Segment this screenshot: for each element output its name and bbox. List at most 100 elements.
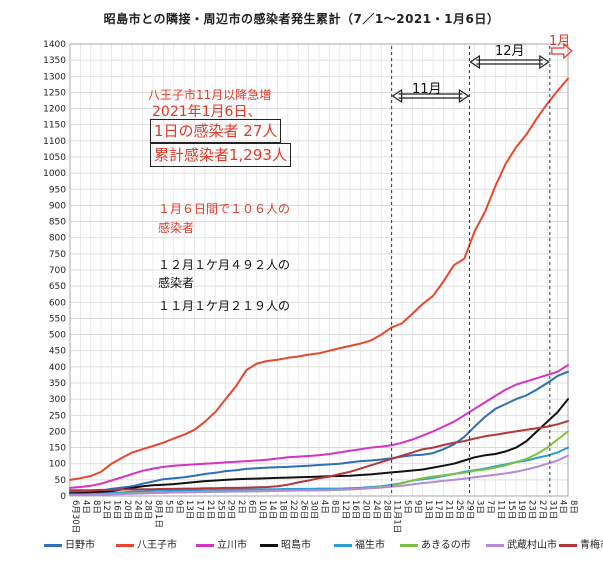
y-tick-label: 1400 [43,40,66,50]
y-tick-label: 250 [49,411,66,421]
y-tick-label: 400 [49,363,66,373]
legend-label: 昭島市 [281,540,311,551]
x-tick-label: 9日 [412,500,422,514]
legend-item: あきるの市 [400,536,471,551]
december-span-arrow [469,54,550,70]
y-tick-label: 600 [49,298,66,308]
x-tick-label: 12日 [340,500,350,519]
x-tick-label: 21日 [444,500,454,519]
month-label-november: 11月 [412,82,442,97]
y-tick-label: 650 [49,282,66,292]
legend-swatch [116,543,134,547]
x-tick-label: 16日 [350,500,360,519]
x-tick-label: 11月1日 [392,500,402,533]
series-line-八王子市 [69,77,569,481]
x-tick-label: 12日 [101,500,111,519]
y-tick-label: 50 [55,476,67,486]
x-tick-label: 6月30日 [70,500,80,533]
x-tick-label: 6日 [246,500,256,514]
x-tick-label: 13日 [184,500,194,519]
y-tick-label: 0 [60,492,66,502]
y-tick-label: 200 [49,427,66,437]
x-tick-label: 2日 [236,500,246,514]
y-tick-label: 1100 [43,137,66,147]
x-tick-label: 5日 [163,500,173,514]
y-tick-label: 550 [49,314,66,324]
legend-label: 立川市 [217,540,247,551]
x-tick-label: 29日 [464,500,474,519]
legend-swatch [559,543,577,547]
month-label-december: 12月 [495,44,525,59]
legend-swatch [196,543,214,547]
x-tick-label: 7日 [485,500,495,514]
y-tick-label: 100 [49,460,66,470]
legend-label: 日野市 [65,540,95,551]
y-tick-label: 1000 [43,169,66,179]
x-tick-label: 9日 [174,500,184,514]
x-tick-label: 26日 [298,500,308,519]
series-lines [69,77,569,496]
x-tick-label: 4日 [80,500,90,514]
gridlines [69,43,569,497]
x-tick-label: 13日 [423,500,433,519]
x-tick-label: 31日 [547,500,557,519]
november-span-arrow [391,88,470,104]
legend-item: 武蔵村山市 [486,536,557,551]
month-markers [391,42,573,496]
x-tick-label: 4日 [319,500,329,514]
y-tick-label: 1050 [43,153,66,163]
x-tick-label: 27日 [537,500,547,519]
axes: 0 50 100 150 200 250 300 350 400 450 500 550 600 650 7… [43,40,578,533]
x-tick-label: 3日 [475,500,485,514]
chart-title: 昭島市との隣接・周辺市の感染者発生累計（7／1〜2021・1月6日） [103,12,500,26]
x-tick-label: 19日 [516,500,526,519]
x-tick-label: 15日 [506,500,516,519]
x-tick-label: 25日 [215,500,225,519]
legend-item: 立川市 [196,536,247,551]
series-line-立川市 [69,364,569,489]
x-tick-label: 17日 [195,500,205,519]
x-tick-label: 8日 [91,500,101,514]
x-tick-label: 8月1日 [153,500,163,528]
legend-item: 福生市 [334,536,385,551]
x-tick-label: 5日 [402,500,412,514]
y-tick-label: 850 [49,218,66,228]
y-tick-label: 500 [49,331,66,341]
legend-label: 八王子市 [137,540,177,551]
x-tick-label: 28日 [381,500,391,519]
x-tick-label: 25日 [454,500,464,519]
legend-swatch [400,543,418,547]
y-tick-label: 750 [49,250,66,260]
annotation-december-count: １２月１ケ月４９２人の [158,258,291,272]
x-tick-label: 8日 [568,500,578,514]
annotation-november-count: １１月１ケ月２１９人の [158,299,291,313]
y-tick-label: 1350 [43,56,66,66]
january-arrow [551,42,573,60]
y-tick-label: 350 [49,379,66,389]
x-tick-label: 8日 [329,500,339,514]
plot-frame [69,43,569,497]
x-tick-label: 11日 [495,500,505,519]
x-tick-label: 22日 [288,500,298,519]
series-line-武蔵村山市 [69,454,569,496]
y-tick-label: 700 [49,266,66,276]
month-label-january: 1月 [549,34,571,49]
y-tick-label: 450 [49,347,66,357]
series-line-昭島市 [69,398,569,495]
series-line-日野市 [69,370,569,494]
legend-item: 青梅市 [559,536,603,551]
x-tick-label: 10日 [257,500,267,519]
x-tick-label: 16日 [112,500,122,519]
x-tick-label: 28日 [143,500,153,519]
x-tick-label: 29日 [226,500,236,519]
x-tick-label: 18日 [278,500,288,519]
y-tick-label: 150 [49,444,66,454]
legend-swatch [260,543,278,547]
annotation-cumulative-cases: 累計感染者1,293人 [150,143,291,167]
x-tick-label: 20日 [122,500,132,519]
x-tick-label: 23日 [527,500,537,519]
annotation-hachioji-surge: 八王子市11月以降急増 [148,88,272,102]
legend-item: 昭島市 [260,536,311,551]
annotation-date: 2021年1月6日、 [152,104,262,120]
